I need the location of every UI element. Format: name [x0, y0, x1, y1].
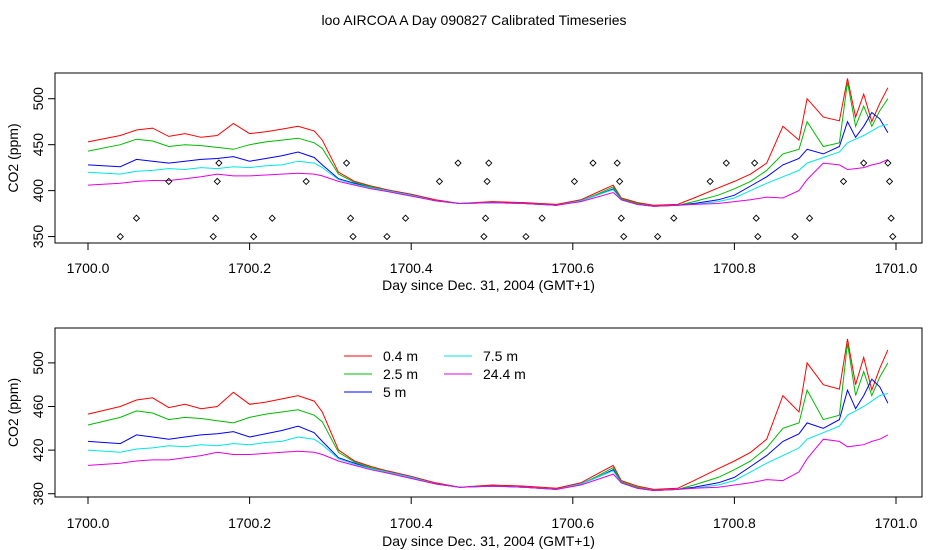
top-panel-flag-point — [616, 177, 624, 186]
top-panel-flag-point — [887, 214, 895, 222]
legend: 0.4 m 2.5 m 5 m 7.5 m 24.4 m — [344, 348, 526, 400]
top-panel-flag-point — [454, 159, 462, 167]
top-panel-flag-point — [617, 214, 625, 222]
top-panel-flag-point — [722, 159, 730, 167]
top-panel-y-axis: 350 400 450 500 — [30, 87, 55, 248]
bottom-panel-y-label: CO2 (ppm) — [5, 378, 21, 447]
top-panel-flag-point — [791, 232, 799, 241]
top-panel-flag-point — [885, 177, 894, 186]
bottom-panel-series-line-0-4-m — [87, 338, 889, 490]
top-panel-flag-point — [116, 232, 124, 241]
top-panel-flag-point — [480, 232, 488, 241]
bottom-panel-x-tick-label: 1700.8 — [713, 515, 756, 531]
top-panel-x-label: Day since Dec. 31, 2004 (GMT+1) — [382, 277, 595, 293]
bottom-panel-frame — [54, 327, 923, 498]
top-panel-flag-point — [250, 232, 258, 241]
top-panel-flag-point — [750, 159, 759, 167]
bottom-panel-x-tick-label: 1700.6 — [551, 515, 594, 531]
legend-label-0-4-m: 0.4 m — [383, 348, 418, 364]
bottom-panel-y-tick-label: 380 — [30, 482, 46, 506]
top-panel-flag-point — [302, 177, 310, 186]
top-panel-x-tick-label: 1701.0 — [875, 260, 918, 276]
top-panel-flag-point — [805, 214, 814, 222]
top-panel-series — [87, 78, 897, 241]
top-panel-series-line-0-4-m — [87, 78, 889, 206]
top-panel: 1700.0 1700.2 1700.4 1700.6 1700.8 1701.0 350… — [5, 72, 923, 293]
top-panel-frame — [54, 72, 923, 244]
bottom-panel-series-line-24-4-m — [87, 434, 889, 492]
top-panel-series-line-24-4-m — [87, 158, 889, 207]
top-panel-flag-point — [212, 214, 220, 222]
bottom-panel-y-tick-label: 460 — [30, 395, 46, 419]
bottom-panel-x-tick-label: 1700.4 — [390, 515, 433, 531]
top-panel-flag-point — [342, 159, 351, 167]
bottom-panel: 1700.0 1700.2 1700.4 1700.6 1700.8 1701.0 380… — [5, 327, 923, 549]
bottom-panel-y-tick-label: 500 — [30, 351, 46, 375]
top-panel-flag-point — [485, 159, 493, 167]
top-panel-series-line-2-5-m — [87, 82, 889, 207]
top-panel-flag-point — [132, 214, 141, 222]
top-panel-flag-point — [754, 232, 762, 241]
bottom-panel-y-tick-label: 420 — [30, 438, 46, 462]
top-panel-flag-point — [383, 232, 391, 241]
top-panel-flag-point — [884, 159, 892, 167]
top-panel-flag-point — [215, 159, 223, 167]
top-panel-flag-point — [570, 177, 579, 186]
top-panel-x-tick-label: 1700.4 — [390, 260, 433, 276]
top-panel-flag-point — [706, 177, 714, 186]
top-panel-flag-point — [346, 214, 355, 222]
top-panel-flag-point — [839, 177, 848, 186]
top-panel-flag-point — [620, 232, 628, 241]
top-panel-flag-point — [889, 232, 897, 241]
bottom-panel-y-axis: 380 420 460 500 — [30, 351, 55, 505]
top-panel-x-axis: 1700.0 1700.2 1700.4 1700.6 1700.8 1701.0 — [67, 243, 918, 276]
top-panel-flag-point — [213, 177, 221, 186]
top-panel-x-tick-label: 1700.0 — [67, 260, 110, 276]
top-panel-x-tick-label: 1700.2 — [228, 260, 271, 276]
top-panel-flag-point — [268, 214, 276, 222]
top-panel-flag-point — [483, 177, 491, 186]
bottom-panel-x-tick-label: 1700.2 — [228, 515, 271, 531]
top-panel-y-tick-label: 400 — [30, 179, 46, 203]
top-panel-y-tick-label: 450 — [30, 133, 46, 157]
top-panel-flag-point — [401, 214, 410, 222]
top-panel-flag-point — [654, 232, 662, 241]
bottom-panel-x-tick-label: 1701.0 — [875, 515, 918, 531]
top-panel-flag-point — [752, 214, 760, 222]
legend-label-24-4-m: 24.4 m — [483, 366, 526, 382]
top-panel-flag-point — [522, 232, 530, 241]
top-panel-flag-point — [349, 232, 357, 241]
top-panel-x-tick-label: 1700.6 — [551, 260, 594, 276]
top-panel-flag-point — [613, 159, 621, 167]
bottom-panel-x-tick-label: 1700.0 — [67, 515, 110, 531]
top-panel-y-tick-label: 500 — [30, 87, 46, 111]
top-panel-y-label: CO2 (ppm) — [5, 123, 21, 192]
top-panel-flag-point — [435, 177, 444, 186]
bottom-panel-series — [87, 338, 889, 492]
top-panel-y-tick-label: 350 — [30, 225, 46, 249]
top-panel-flag-point — [589, 159, 597, 167]
legend-label-7-5-m: 7.5 m — [483, 348, 518, 364]
top-panel-flag-point — [165, 177, 173, 186]
top-panel-x-tick-label: 1700.8 — [713, 260, 756, 276]
legend-label-5-m: 5 m — [383, 384, 406, 400]
top-panel-flag-point — [481, 214, 490, 222]
top-panel-flag-point — [860, 159, 868, 167]
figure-title: loo AIRCOA A Day 090827 Calibrated Times… — [321, 12, 626, 28]
top-panel-flag-point — [538, 214, 546, 222]
bottom-panel-x-label: Day since Dec. 31, 2004 (GMT+1) — [382, 533, 595, 549]
bottom-panel-x-axis: 1700.0 1700.2 1700.4 1700.6 1700.8 1701.0 — [67, 497, 918, 531]
top-panel-flag-point — [670, 214, 678, 222]
top-panel-flag-point — [209, 232, 217, 241]
legend-label-2-5-m: 2.5 m — [383, 366, 418, 382]
